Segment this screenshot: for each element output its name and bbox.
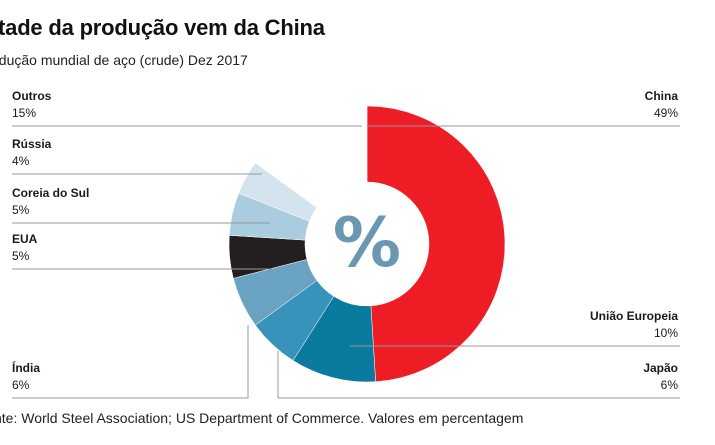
leader-line-japao [277, 351, 680, 399]
label-outros: Outros [12, 89, 52, 103]
slice-outros [255, 105, 368, 208]
value-coreia-do-sul: 5% [12, 203, 30, 217]
value-eua: 5% [12, 249, 30, 263]
label-uniao-europeia: União Europeia [590, 309, 678, 323]
value-china: 49% [654, 106, 678, 120]
label-eua: EUA [12, 232, 38, 246]
percent-symbol: % [333, 204, 401, 283]
label-russia: Rússia [12, 137, 52, 151]
chart-subtitle: odução mundial de aço (crude) Dez 2017 [0, 52, 248, 68]
chart-title: etade da produção vem da China [0, 15, 325, 40]
value-india: 6% [12, 378, 30, 392]
value-outros: 15% [12, 106, 36, 120]
value-uniao-europeia: 10% [654, 326, 678, 340]
slice-china [366, 105, 506, 382]
label-coreia-do-sul: Coreia do Sul [12, 186, 89, 200]
leader-line-india [12, 325, 249, 399]
label-india: Índia [12, 360, 40, 375]
slice-labels: China 49% União Europeia 10% Japão 6% Índia 6% E… [12, 89, 678, 392]
value-russia: 4% [12, 154, 30, 168]
label-japao: Japão [643, 361, 678, 375]
leader-lines [12, 125, 680, 399]
slices-layer [228, 105, 506, 383]
value-japao: 6% [661, 378, 679, 392]
label-china: China [645, 89, 679, 103]
source-note: nte: World Steel Association; US Departm… [0, 410, 524, 426]
